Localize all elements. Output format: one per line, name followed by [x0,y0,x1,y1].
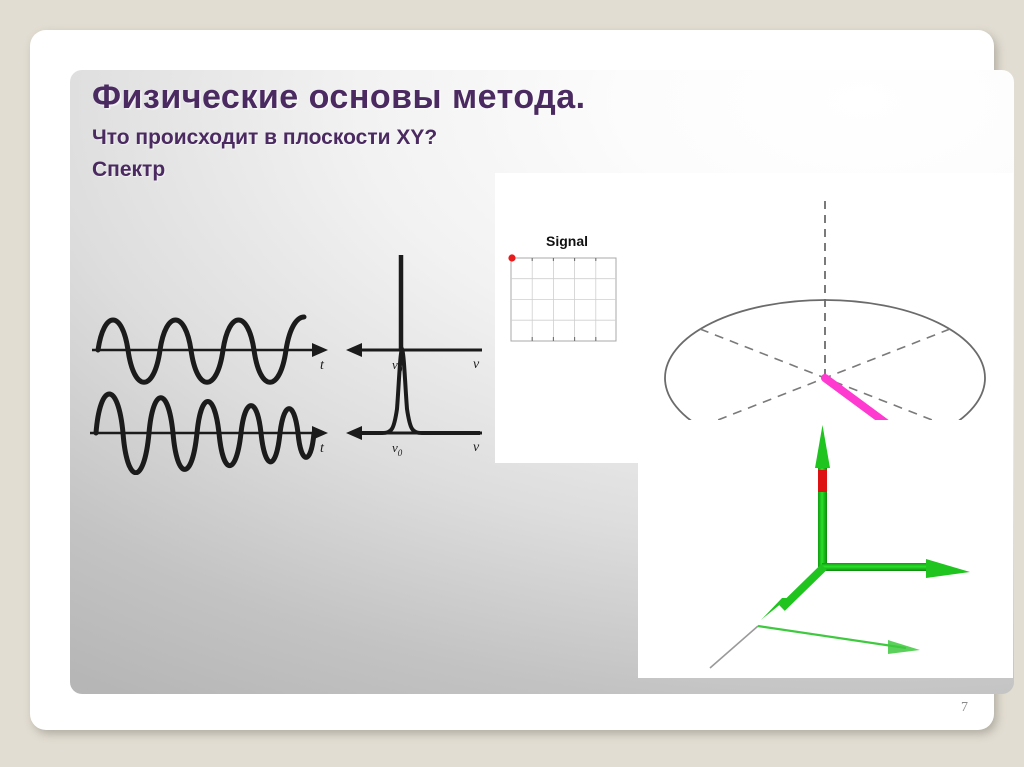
lorentzian-spectrum-peak-label: ν0 [392,440,403,458]
xy-plane-panel [638,173,1013,463]
signal-plot-svg: Signal [508,233,617,342]
signal-plot-gridlines-horizontal [511,278,616,321]
page-number: 7 [961,700,968,715]
y-axis-shaft [779,564,827,611]
waveform-figures: t t [80,285,350,475]
frequency-axis-bottom-arrowhead [346,426,362,440]
y-axis-arrowhead [761,598,788,620]
lorentzian-spectrum-path [362,344,480,435]
subtitle-spectrum: Спектр [92,158,166,181]
projection-lines [709,624,920,669]
axes-3d-svg [709,425,970,669]
y-axis-arrow [761,564,827,620]
time-axis-top-label: t [320,358,325,373]
frequency-axis-bottom-label: ν [473,440,480,455]
z-axis-arrow [815,425,830,567]
lorentzian-spectrum-group: ν0 ν [346,344,482,458]
frequency-axis-top-arrowhead [346,343,362,357]
damped-sine-wave-group: t [90,391,328,475]
time-axis-bottom-arrowhead [312,426,328,440]
projection-line-horizontal [757,624,907,650]
time-axis-bottom-label: t [320,441,325,456]
continuous-sine-wave-group: t [92,314,328,385]
z-axis-arrowhead [815,425,830,468]
time-axis-top-arrowhead [312,343,328,357]
spectrum-figures: ν0 ν ν0 ν [342,255,492,480]
delta-spectrum-group: ν0 ν [346,255,482,375]
page-title: Физические основы метода. [92,78,586,116]
signal-plot-data-marker [508,254,516,262]
x-axis-shaft [822,563,932,571]
slide-frame: Физические основы метода. Что происходит… [30,30,1014,730]
z-axis-highlight-segment [818,470,827,492]
projection-line-arrowhead [888,640,920,654]
axes-3d-panel [638,420,1013,678]
x-axis-arrow [822,559,970,578]
damped-sine-wave-path [93,391,317,475]
signal-plot-title: Signal [546,233,588,249]
x-axis-arrowhead [926,559,970,578]
signal-plot-panel: Signal [495,173,638,463]
spectrum-svg: ν0 ν ν0 ν [346,255,482,458]
subtitle-question: Что происходит в плоскости XY? [92,126,438,149]
slide-content-panel: Физические основы метода. Что происходит… [70,70,1014,694]
projection-line-diagonal [709,625,759,669]
continuous-sine-wave-path [95,314,307,385]
magnetization-vector-shaft [821,374,894,430]
signal-plot-ticks [531,258,597,341]
z-axis-shaft [818,460,827,567]
waveform-svg: t t [90,314,328,475]
frequency-axis-top-label: ν [473,357,480,372]
